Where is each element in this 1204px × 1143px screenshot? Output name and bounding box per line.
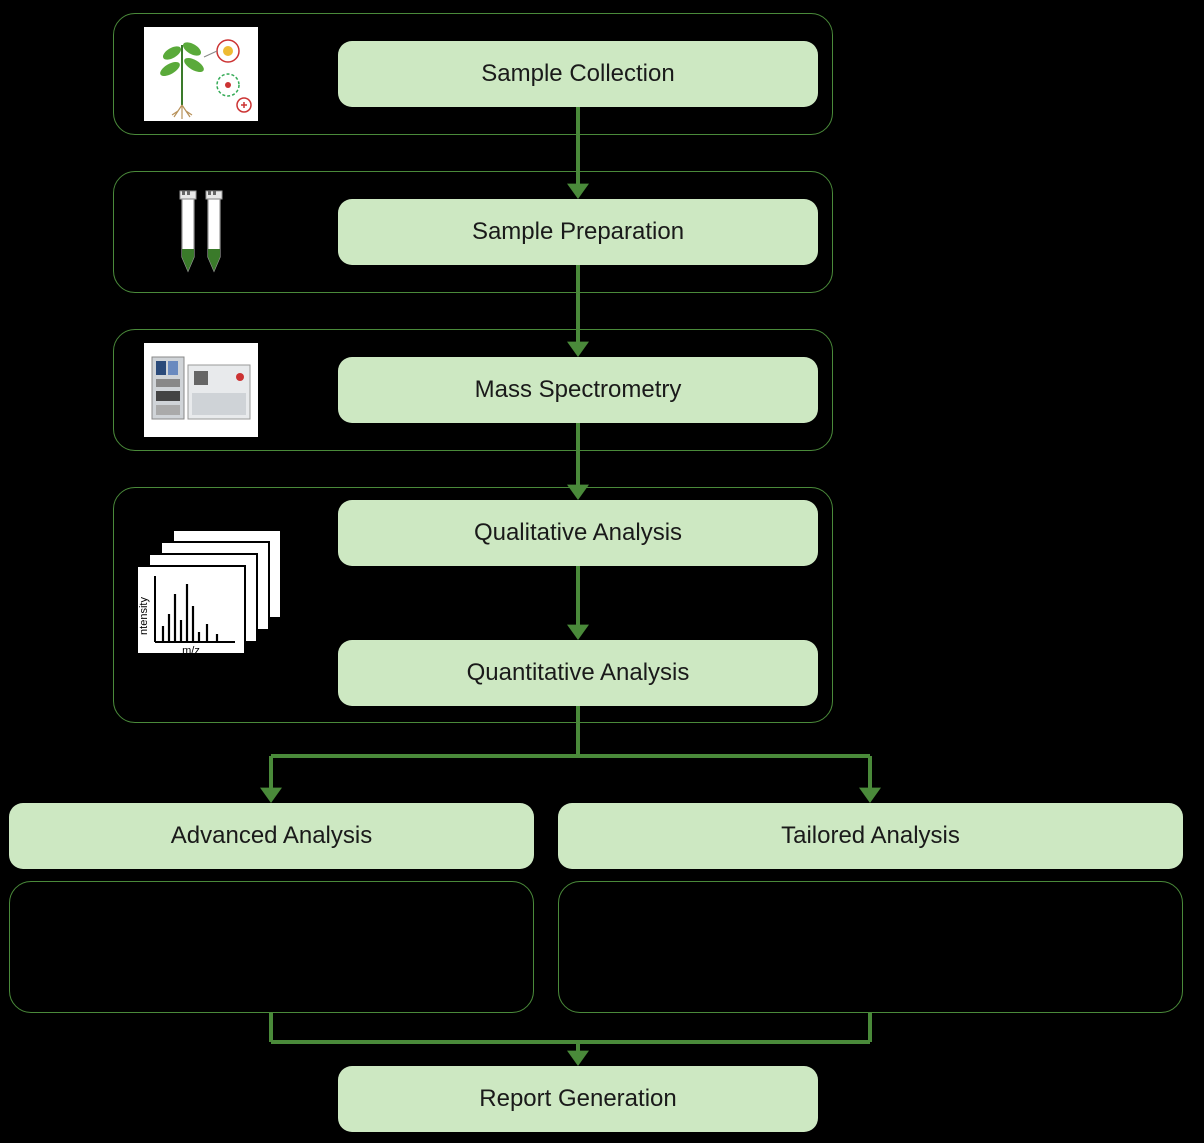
- node-advanced: Advanced Analysis: [9, 803, 534, 869]
- arrow-a6: [251, 1013, 890, 1066]
- flowchart-canvas: Sample Collection Sample Preparation Mass …: [0, 0, 1204, 1143]
- icon-ms: [144, 343, 258, 437]
- node-mass-spec: Mass Spectrometry: [338, 357, 818, 423]
- node-sample-prep: Sample Preparation: [338, 199, 818, 265]
- arrow-a3: [558, 423, 598, 500]
- svg-text:m/z: m/z: [182, 645, 200, 657]
- svg-text:ntensity: ntensity: [138, 597, 150, 635]
- outer-tailored-detail: [558, 881, 1183, 1013]
- arrow-a5: [251, 706, 890, 803]
- node-sample-collection: Sample Collection: [338, 41, 818, 107]
- arrow-a2: [558, 265, 598, 357]
- outer-advanced-detail: [9, 881, 534, 1013]
- node-tailored: Tailored Analysis: [558, 803, 1183, 869]
- icon-plant: [144, 27, 258, 121]
- arrow-a1: [558, 107, 598, 199]
- node-qualitative: Qualitative Analysis: [338, 500, 818, 566]
- icon-tubes: [168, 185, 234, 279]
- arrow-a4: [558, 566, 598, 640]
- node-quantitative: Quantitative Analysis: [338, 640, 818, 706]
- node-report: Report Generation: [338, 1066, 818, 1132]
- icon-spectra: m/z ntensity: [133, 524, 291, 666]
